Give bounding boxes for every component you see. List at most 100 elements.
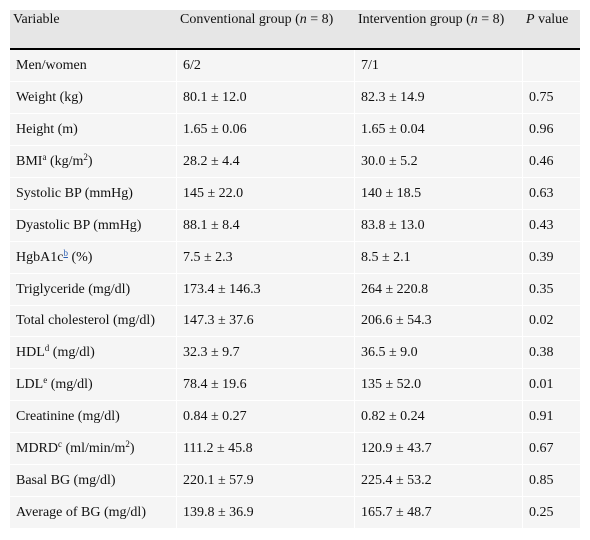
p-value: 0.91 bbox=[523, 401, 580, 433]
table-row: Triglyceride (mg/dl) 173.4 ± 146.3 264 ±… bbox=[10, 274, 580, 306]
row-label: Systolic BP (mmHg) bbox=[10, 178, 177, 210]
conventional-value: 7.5 ± 2.3 bbox=[177, 242, 355, 274]
header-conventional-n: n bbox=[299, 12, 307, 27]
conventional-value: 80.1 ± 12.0 bbox=[177, 82, 355, 114]
label-text: (mg/dl) bbox=[47, 377, 93, 392]
row-label: Dyastolic BP (mmHg) bbox=[10, 210, 177, 242]
label-text: HDL bbox=[16, 345, 45, 360]
header-p-value: P value bbox=[523, 10, 580, 50]
conventional-value: 28.2 ± 4.4 bbox=[177, 146, 355, 178]
intervention-value: 140 ± 18.5 bbox=[355, 178, 523, 210]
label-text: BMI bbox=[16, 154, 43, 169]
p-value: 0.75 bbox=[523, 82, 580, 114]
table-row: LDLe (mg/dl) 78.4 ± 19.6 135 ± 52.0 0.01 bbox=[10, 369, 580, 401]
conventional-value: 6/2 bbox=[177, 50, 355, 82]
table-row: Height (m) 1.65 ± 0.06 1.65 ± 0.04 0.96 bbox=[10, 114, 580, 146]
table-row: Weight (kg) 80.1 ± 12.0 82.3 ± 14.9 0.75 bbox=[10, 82, 580, 114]
row-label: Weight (kg) bbox=[10, 82, 177, 114]
conventional-value: 173.4 ± 146.3 bbox=[177, 274, 355, 306]
table-body: Men/women 6/2 7/1 Weight (kg) 80.1 ± 12.… bbox=[10, 50, 580, 529]
header-intervention-post: = 8) bbox=[477, 12, 505, 27]
footnote-marker-a: a bbox=[42, 152, 47, 162]
label-text: (%) bbox=[67, 250, 93, 265]
header-intervention-group: Intervention group (n = 8) bbox=[355, 10, 523, 50]
header-conventional-group: Conventional group (n = 8) bbox=[177, 10, 355, 50]
label-text: (kg/m bbox=[46, 154, 84, 169]
p-value: 0.02 bbox=[523, 306, 580, 337]
row-label: Creatinine (mg/dl) bbox=[10, 401, 177, 433]
row-label: Total cholesterol (mg/dl) bbox=[10, 306, 177, 337]
intervention-value: 225.4 ± 53.2 bbox=[355, 465, 523, 497]
conventional-value: 139.8 ± 36.9 bbox=[177, 497, 355, 529]
row-label: LDLe (mg/dl) bbox=[10, 369, 177, 401]
label-text: ) bbox=[129, 441, 135, 456]
row-label: Men/women bbox=[10, 50, 177, 82]
superscript-2: 2 bbox=[83, 152, 88, 162]
intervention-value: 120.9 ± 43.7 bbox=[355, 433, 523, 465]
intervention-value: 8.5 ± 2.1 bbox=[355, 242, 523, 274]
footnote-marker-e: e bbox=[43, 375, 48, 385]
footnote-marker-c: c bbox=[58, 439, 63, 449]
conventional-value: 32.3 ± 9.7 bbox=[177, 337, 355, 369]
table-row: Basal BG (mg/dl) 220.1 ± 57.9 225.4 ± 53… bbox=[10, 465, 580, 497]
table-header: Variable Conventional group (n = 8) Inte… bbox=[10, 10, 580, 50]
table-row: Dyastolic BP (mmHg) 88.1 ± 8.4 83.8 ± 13… bbox=[10, 210, 580, 242]
header-intervention-pre: Intervention group ( bbox=[358, 12, 471, 27]
intervention-value: 264 ± 220.8 bbox=[355, 274, 523, 306]
conventional-value: 147.3 ± 37.6 bbox=[177, 306, 355, 337]
p-value: 0.25 bbox=[523, 497, 580, 529]
intervention-value: 83.8 ± 13.0 bbox=[355, 210, 523, 242]
conventional-value: 111.2 ± 45.8 bbox=[177, 433, 355, 465]
row-label: Triglyceride (mg/dl) bbox=[10, 274, 177, 306]
table-row: MDRDc (ml/min/m2) 111.2 ± 45.8 120.9 ± 4… bbox=[10, 433, 580, 465]
p-value: 0.35 bbox=[523, 274, 580, 306]
table-row: Total cholesterol (mg/dl) 147.3 ± 37.6 2… bbox=[10, 306, 580, 337]
header-intervention-n: n bbox=[470, 12, 478, 27]
p-value: 0.39 bbox=[523, 242, 580, 274]
conventional-value: 0.84 ± 0.27 bbox=[177, 401, 355, 433]
conventional-value: 78.4 ± 19.6 bbox=[177, 369, 355, 401]
row-label: MDRDc (ml/min/m2) bbox=[10, 433, 177, 465]
superscript-2: 2 bbox=[125, 439, 130, 449]
intervention-value: 1.65 ± 0.04 bbox=[355, 114, 523, 146]
footnote-marker-d: d bbox=[44, 343, 50, 353]
conventional-value: 220.1 ± 57.9 bbox=[177, 465, 355, 497]
header-conventional-post: = 8) bbox=[306, 12, 334, 27]
baseline-characteristics-table: Variable Conventional group (n = 8) Inte… bbox=[10, 10, 580, 529]
table-row: HgbA1cb (%) 7.5 ± 2.3 8.5 ± 2.1 0.39 bbox=[10, 242, 580, 274]
row-label: Height (m) bbox=[10, 114, 177, 146]
p-value: 0.85 bbox=[523, 465, 580, 497]
conventional-value: 1.65 ± 0.06 bbox=[177, 114, 355, 146]
row-label: HgbA1cb (%) bbox=[10, 242, 177, 274]
row-label: BMIa (kg/m2) bbox=[10, 146, 177, 178]
row-label: Basal BG (mg/dl) bbox=[10, 465, 177, 497]
conventional-value: 88.1 ± 8.4 bbox=[177, 210, 355, 242]
footnote-link-b[interactable]: b bbox=[63, 248, 68, 258]
p-value: 0.01 bbox=[523, 369, 580, 401]
label-text: LDL bbox=[16, 377, 44, 392]
table-row: Systolic BP (mmHg) 145 ± 22.0 140 ± 18.5… bbox=[10, 178, 580, 210]
label-text: ) bbox=[87, 154, 93, 169]
p-value: 0.38 bbox=[523, 337, 580, 369]
header-conventional-pre: Conventional group ( bbox=[180, 12, 300, 27]
intervention-value: 82.3 ± 14.9 bbox=[355, 82, 523, 114]
row-label: Average of BG (mg/dl) bbox=[10, 497, 177, 529]
p-value: 0.46 bbox=[523, 146, 580, 178]
p-value: 0.43 bbox=[523, 210, 580, 242]
intervention-value: 30.0 ± 5.2 bbox=[355, 146, 523, 178]
label-text: (ml/min/m bbox=[62, 441, 126, 456]
row-label: HDLd (mg/dl) bbox=[10, 337, 177, 369]
table-row: Creatinine (mg/dl) 0.84 ± 0.27 0.82 ± 0.… bbox=[10, 401, 580, 433]
table-row: Average of BG (mg/dl) 139.8 ± 36.9 165.7… bbox=[10, 497, 580, 529]
p-value: 0.67 bbox=[523, 433, 580, 465]
label-text: HgbA1c bbox=[16, 250, 64, 265]
intervention-value: 7/1 bbox=[355, 50, 523, 82]
header-row: Variable Conventional group (n = 8) Inte… bbox=[10, 10, 580, 50]
conventional-value: 145 ± 22.0 bbox=[177, 178, 355, 210]
header-p-rest: value bbox=[534, 12, 569, 27]
intervention-value: 206.6 ± 54.3 bbox=[355, 306, 523, 337]
header-p-italic: P bbox=[526, 12, 535, 27]
label-text: MDRD bbox=[16, 441, 59, 456]
table-row: BMIa (kg/m2) 28.2 ± 4.4 30.0 ± 5.2 0.46 bbox=[10, 146, 580, 178]
table-row: HDLd (mg/dl) 32.3 ± 9.7 36.5 ± 9.0 0.38 bbox=[10, 337, 580, 369]
